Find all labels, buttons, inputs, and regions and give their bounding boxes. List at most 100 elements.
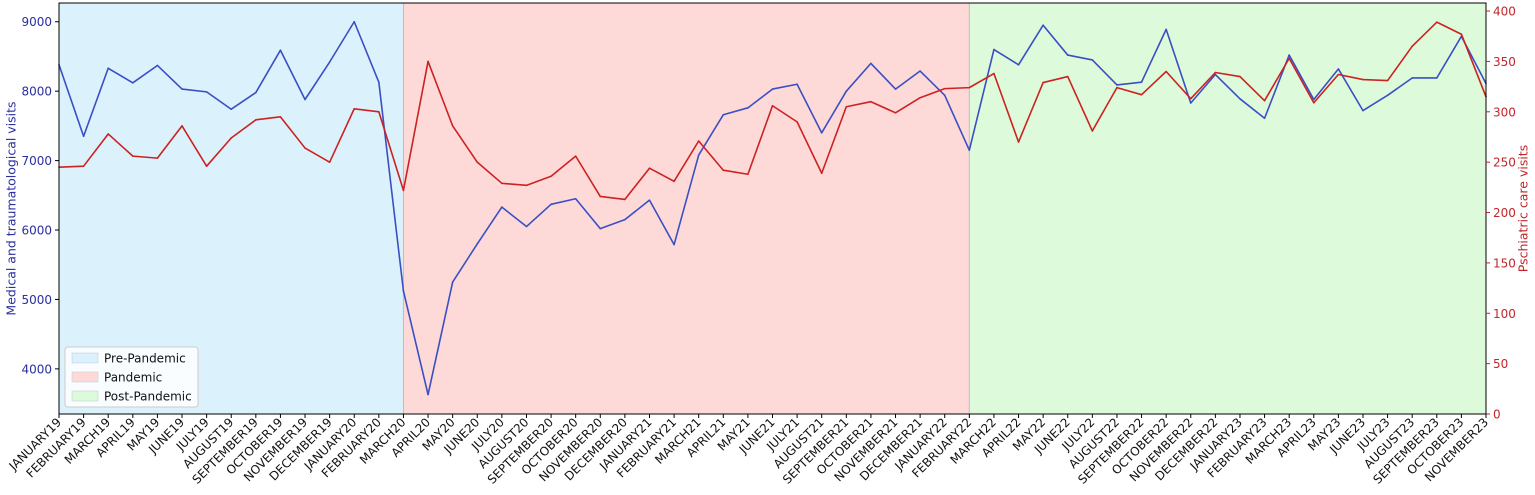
legend: Pre-Pandemic Pandemic Post-Pandemic xyxy=(64,346,199,408)
legend-swatch xyxy=(71,390,99,402)
data-point-right xyxy=(1460,33,1463,36)
data-point-right xyxy=(156,157,159,159)
data-point-left xyxy=(919,70,921,72)
data-point-right xyxy=(501,182,503,185)
data-point-right xyxy=(993,72,995,75)
data-point-left xyxy=(1042,24,1044,27)
data-point-right xyxy=(697,140,700,142)
data-point-left xyxy=(107,67,110,70)
data-point-right xyxy=(230,137,233,139)
legend-swatch xyxy=(71,371,99,383)
data-point-left xyxy=(304,98,306,101)
data-point-left xyxy=(747,107,749,109)
data-point-left xyxy=(599,227,602,230)
data-point-right xyxy=(353,107,356,110)
data-point-right xyxy=(451,125,454,127)
legend-label: Post-Pandemic xyxy=(104,390,192,404)
data-point-left xyxy=(230,108,233,111)
data-point-left xyxy=(624,218,626,221)
data-point-left xyxy=(402,290,405,292)
x-axis-ticks: JANUARY19FEBRUARY19MARCH19APRIL19MAY19JU… xyxy=(6,414,1491,487)
legend-label: Pandemic xyxy=(104,371,162,385)
data-point-right xyxy=(279,116,282,118)
data-point-right xyxy=(820,172,823,175)
data-point-right xyxy=(476,161,479,163)
data-point-left xyxy=(870,62,872,65)
left-tick-label: 9000 xyxy=(21,15,52,29)
data-point-right xyxy=(1042,81,1044,84)
data-point-right xyxy=(550,175,552,178)
data-point-left xyxy=(796,83,798,86)
data-point-left xyxy=(1435,77,1438,79)
data-point-left xyxy=(353,20,356,23)
data-point-right xyxy=(205,165,208,167)
right-tick-label: 0 xyxy=(1493,408,1501,422)
data-point-left xyxy=(1066,54,1069,56)
data-point-right xyxy=(1386,79,1389,82)
right-tick-label: 100 xyxy=(1493,307,1516,321)
data-point-left xyxy=(820,132,823,134)
data-point-right xyxy=(673,180,675,183)
data-point-right xyxy=(378,110,380,113)
left-tick-label: 6000 xyxy=(21,224,52,238)
data-point-left xyxy=(1116,84,1118,86)
data-point-left xyxy=(771,88,774,90)
data-point-right xyxy=(870,100,872,103)
data-point-right xyxy=(968,86,971,89)
data-point-left xyxy=(722,113,725,116)
data-point-left xyxy=(476,243,479,245)
data-point-left xyxy=(205,91,208,93)
data-point-right xyxy=(1066,75,1069,78)
data-point-left xyxy=(1165,28,1167,31)
right-tick-label: 200 xyxy=(1493,206,1516,220)
data-point-left xyxy=(427,393,429,396)
data-point-right xyxy=(574,155,577,157)
data-point-left xyxy=(82,135,85,138)
data-point-right xyxy=(796,121,798,123)
data-point-left xyxy=(673,243,675,246)
data-point-left xyxy=(156,64,159,67)
data-point-right xyxy=(747,173,749,176)
data-point-left xyxy=(1362,109,1364,112)
data-point-right xyxy=(1288,57,1290,60)
data-point-left xyxy=(1214,73,1217,76)
data-point-left xyxy=(550,203,552,206)
data-point-right xyxy=(1362,78,1364,81)
data-point-right xyxy=(1337,73,1340,76)
data-point-right xyxy=(525,184,528,187)
right-tick-label: 150 xyxy=(1493,256,1516,270)
data-point-left xyxy=(1312,98,1315,101)
data-point-right xyxy=(1165,70,1167,73)
data-point-right xyxy=(1116,86,1118,89)
data-point-right xyxy=(943,87,946,90)
data-point-right xyxy=(1140,93,1143,96)
right-tick-label: 400 xyxy=(1493,5,1516,19)
data-point-right xyxy=(1411,45,1413,48)
data-point-right xyxy=(304,147,306,149)
data-point-left xyxy=(451,281,454,283)
data-point-left xyxy=(378,81,380,83)
data-point-left xyxy=(943,94,946,97)
data-point-left xyxy=(1140,81,1143,83)
left-tick-label: 8000 xyxy=(21,85,52,99)
series-lines xyxy=(58,20,1487,396)
data-point-right xyxy=(722,169,725,172)
data-point-right xyxy=(648,167,651,170)
data-point-left xyxy=(328,61,331,63)
band-pre-pandemic xyxy=(59,3,404,414)
data-point-right xyxy=(1214,71,1217,74)
data-point-right xyxy=(181,125,183,127)
data-point-right xyxy=(1263,99,1266,102)
data-point-left xyxy=(1239,98,1241,100)
data-point-right xyxy=(919,96,921,99)
data-point-left xyxy=(255,91,257,94)
data-point-right xyxy=(1189,97,1192,100)
data-point-right xyxy=(1091,130,1094,132)
right-axis-label: Pschiatric care visits xyxy=(1516,145,1531,272)
data-point-right xyxy=(1435,21,1438,23)
left-axis-ticks: 4000 5000 6000 7000 8000 9000 xyxy=(21,15,59,376)
data-point-right xyxy=(255,119,257,121)
data-point-left xyxy=(1017,63,1020,66)
band-post-pandemic xyxy=(969,3,1486,414)
